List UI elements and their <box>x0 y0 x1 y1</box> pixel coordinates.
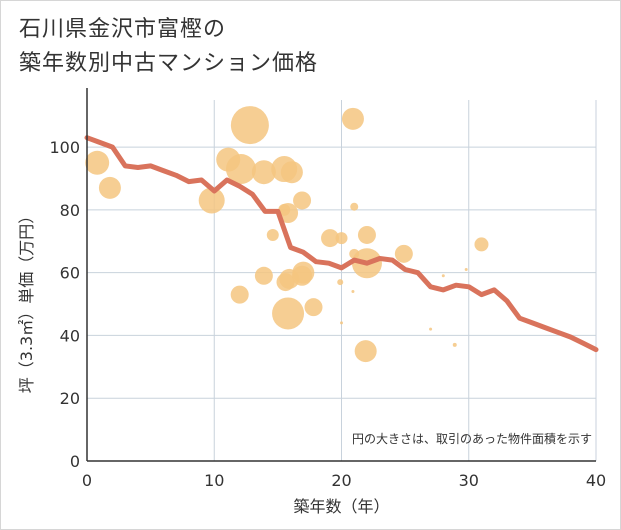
bubble-point <box>254 266 273 285</box>
y-tick-label: 0 <box>70 452 80 471</box>
bubble-point <box>335 232 348 245</box>
bubble-point <box>441 274 445 278</box>
bubble-point <box>340 321 343 325</box>
bubble-point <box>292 265 313 286</box>
y-tick-label: 60 <box>60 264 80 283</box>
bubble-point <box>278 203 299 224</box>
bubble-point <box>350 202 359 211</box>
bubble-point <box>394 244 413 263</box>
bubble-point <box>230 106 269 145</box>
grid-lines <box>87 100 597 461</box>
bubble-point <box>429 327 433 331</box>
x-tick-label: 30 <box>459 471 479 490</box>
bubble-series <box>85 106 489 363</box>
title-line-1: 石川県金沢市富樫の <box>19 17 227 42</box>
tick-labels: 0 20 40 60 80 100 0 10 20 30 40 <box>49 138 606 490</box>
page-title: 石川県金沢市富樫の 築年数別中古マンション価格 <box>19 13 318 81</box>
bubble-point <box>452 342 457 347</box>
y-tick-label: 20 <box>60 389 80 408</box>
bubble-point <box>98 176 121 199</box>
bubble-point <box>474 237 489 252</box>
bubble-point <box>230 285 249 304</box>
bubble-point <box>304 298 323 317</box>
y-tick-label: 80 <box>60 201 80 220</box>
x-tick-label: 10 <box>204 471 224 490</box>
bubble-point <box>293 191 312 210</box>
y-tick-label: 100 <box>49 138 80 157</box>
y-axis-label: 坪（3.3㎡）単価（万円） <box>17 208 36 393</box>
y-tick-label: 40 <box>60 326 80 345</box>
bubble-point <box>280 161 303 184</box>
title-line-2: 築年数別中古マンション価格 <box>19 51 319 76</box>
bubble-point <box>354 340 377 363</box>
x-tick-label: 40 <box>586 471 606 490</box>
bubble-point <box>337 279 344 286</box>
bubble-size-note: 円の大きさは、取引のあった物件面積を示す <box>352 431 592 446</box>
bubble-point <box>321 229 340 248</box>
bubble-point <box>85 150 110 175</box>
bubble-point <box>198 187 225 214</box>
bubble-point <box>341 107 364 130</box>
bubble-point <box>266 228 279 241</box>
x-tick-label: 0 <box>82 471 92 490</box>
x-axis-label: 築年数（年） <box>293 497 389 516</box>
trend-line <box>84 135 599 353</box>
bubble-point <box>251 160 276 185</box>
bubble-point <box>351 289 355 293</box>
x-tick-label: 20 <box>331 471 351 490</box>
bubble-point <box>357 225 376 244</box>
bubble-point <box>272 297 305 330</box>
bubble-point <box>464 268 468 272</box>
trend-series <box>84 135 599 353</box>
axes <box>86 88 596 462</box>
bubble-point <box>225 154 256 185</box>
